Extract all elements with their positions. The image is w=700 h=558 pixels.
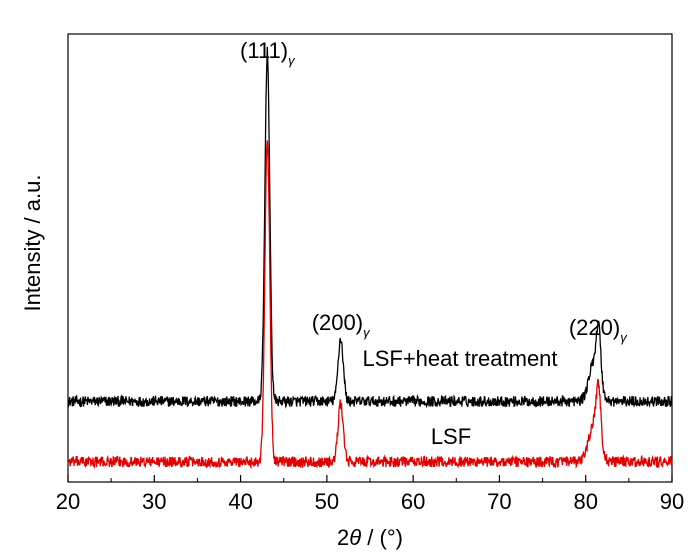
x-tick-label-60: 60 <box>401 489 425 514</box>
series-trace-1 <box>67 140 673 470</box>
x-axis-tick-labels: 20 30 40 50 60 70 80 90 <box>56 489 684 514</box>
plot-frame <box>67 33 673 483</box>
x-tick-label-80: 80 <box>573 489 597 514</box>
x-axis-ticks <box>67 475 673 482</box>
y-axis-label: Intensity / a.u. <box>20 175 45 312</box>
x-tick-label-90: 90 <box>660 489 684 514</box>
x-tick-label-40: 40 <box>228 489 252 514</box>
x-tick-label-30: 30 <box>142 489 166 514</box>
peak-label-0: (111)γ <box>240 38 296 68</box>
peak-label-2: (220)γ <box>569 315 628 345</box>
series-layer <box>67 46 673 470</box>
x-tick-label-20: 20 <box>56 489 80 514</box>
series-label-heat-treated: LSF+heat treatment <box>362 346 557 371</box>
series-trace-0 <box>67 46 673 409</box>
peak-label-1: (200)γ <box>312 310 371 340</box>
x-axis-label: 2θ / (°) <box>337 525 403 550</box>
x-tick-label-50: 50 <box>315 489 339 514</box>
x-tick-label-70: 70 <box>487 489 511 514</box>
peak-labels: (111)γ (200)γ (220)γ <box>240 38 628 345</box>
series-label-lsf: LSF <box>431 424 471 449</box>
